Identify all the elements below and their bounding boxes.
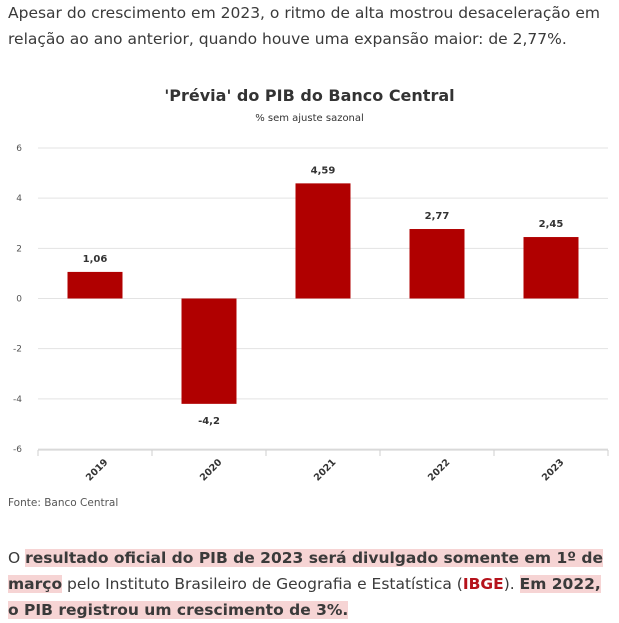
y-tick-label: -4 [13,395,22,405]
y-tick-label: 0 [16,295,22,305]
outro-text-2: pelo Instituto Brasileiro de Geografia e… [62,575,463,593]
bar-2020 [181,298,237,404]
x-tick-label-2021: 2021 [312,457,338,483]
bar-2019 [67,271,123,299]
outro-text-1: O [8,549,26,567]
outro-text-3: ). [503,575,520,593]
y-tick-label: 2 [16,244,22,254]
y-tick-label: 4 [16,194,22,204]
bar-2022 [409,229,465,299]
chart-title: 'Prévia' do PIB do Banco Central [164,86,455,105]
y-tick-label: -6 [13,445,22,455]
bar-2021 [295,183,351,299]
x-tick-label-2019: 2019 [84,457,110,483]
intro-paragraph: Apesar do crescimento em 2023, o ritmo d… [8,4,600,48]
bar-2023 [523,237,579,299]
data-label-2020: -4,2 [198,416,220,427]
y-tick-label: -2 [13,345,22,355]
bar-chart: 6 4 2 0 -2 -4 -6 1,06 2019 -4,2 2020 4,59 2021 2,77 20… [13,144,609,484]
ibge-label: IBGE [462,575,504,593]
x-tick-label-2023: 2023 [540,457,566,483]
chart-source: Fonte: Banco Central [8,497,119,509]
data-label-2023: 2,45 [539,219,564,230]
y-tick-label: 6 [16,144,22,154]
outro-paragraph: O resultado oficial do PIB de 2023 será … [8,545,614,623]
data-label-2021: 4,59 [311,165,336,176]
data-label-2019: 1,06 [83,254,108,265]
chart-subtitle: % sem ajuste sazonal [255,113,364,124]
x-tick-label-2022: 2022 [426,457,452,483]
x-tick-label-2020: 2020 [198,457,225,484]
data-label-2022: 2,77 [425,211,450,222]
